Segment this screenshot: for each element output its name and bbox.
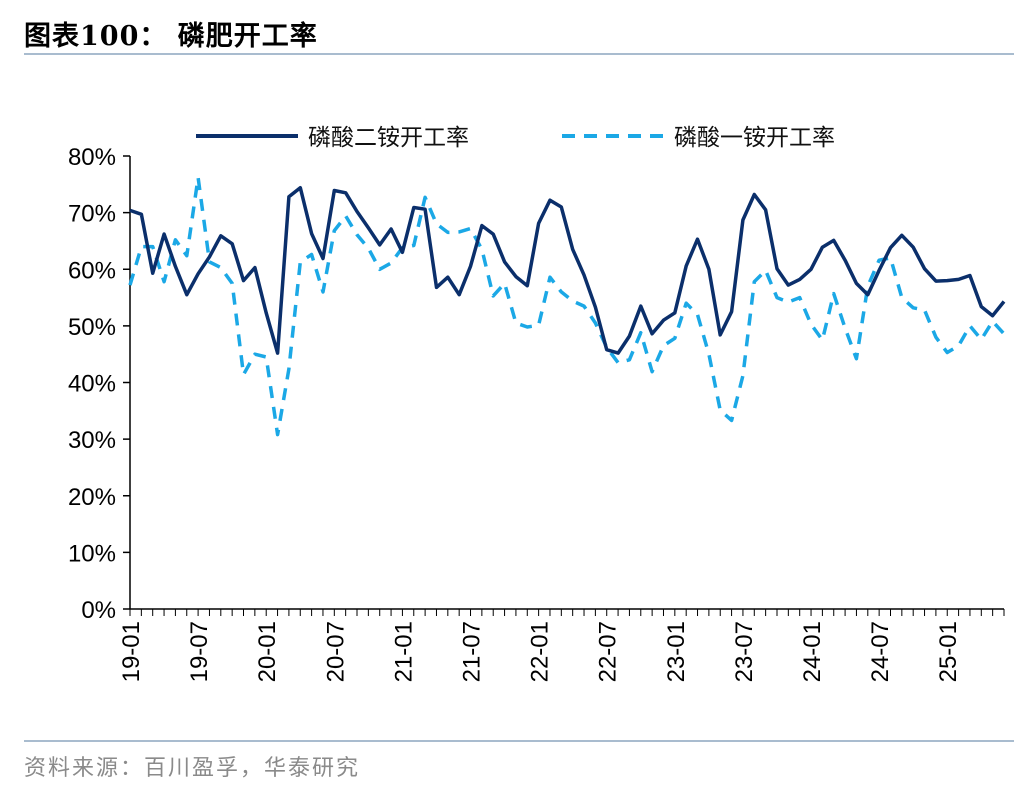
series-line-map bbox=[128, 175, 1006, 437]
x-tick-label: 25-01 bbox=[935, 621, 962, 682]
x-tick-label: 21-01 bbox=[390, 621, 417, 682]
legend-label-map: 磷酸一铵开工率 bbox=[674, 125, 835, 151]
x-tick-label: 22-01 bbox=[527, 621, 554, 682]
legend-label-dap: 磷酸二铵开工率 bbox=[308, 125, 469, 151]
y-tick-label: 70% bbox=[68, 201, 116, 228]
y-tick-label: 20% bbox=[68, 484, 116, 511]
x-tick-label: 20-07 bbox=[322, 621, 349, 682]
x-tick-label: 19-07 bbox=[186, 621, 213, 682]
x-tick-label: 22-07 bbox=[595, 621, 622, 682]
y-axis: 0% 10% 20% 30% 40% 50% 60% 70% 80% bbox=[68, 144, 131, 624]
x-tick-label: 23-07 bbox=[731, 621, 758, 682]
y-tick-label: 80% bbox=[68, 144, 116, 171]
x-tick-label: 23-01 bbox=[663, 621, 690, 682]
footer-divider bbox=[24, 740, 1014, 742]
y-tick-label: 60% bbox=[68, 257, 116, 284]
x-tick-label: 19-01 bbox=[118, 621, 145, 682]
y-tick-label: 50% bbox=[68, 314, 116, 341]
chart-legend: 磷酸二铵开工率 磷酸一铵开工率 bbox=[196, 125, 835, 151]
x-tick-label: 21-07 bbox=[459, 621, 486, 682]
series-group bbox=[128, 175, 1006, 437]
x-axis: 19-01 19-07 20-01 20-07 21-01 21-07 22-01 22-07… bbox=[118, 608, 1005, 682]
y-tick-label: 30% bbox=[68, 427, 116, 454]
x-tick-label: 24-07 bbox=[867, 621, 894, 682]
y-tick-label: 0% bbox=[81, 597, 116, 624]
series-line-dap bbox=[129, 185, 1006, 355]
header-divider bbox=[24, 53, 1014, 55]
x-tick-label: 24-01 bbox=[799, 621, 826, 682]
x-tick-label: 20-01 bbox=[254, 621, 281, 682]
page-title: 图表100： 磷肥开工率 bbox=[24, 21, 318, 52]
source-note: 资料来源：百川盈孚，华泰研究 bbox=[24, 756, 361, 781]
y-tick-label: 10% bbox=[68, 540, 116, 567]
y-tick-label: 40% bbox=[68, 371, 116, 398]
